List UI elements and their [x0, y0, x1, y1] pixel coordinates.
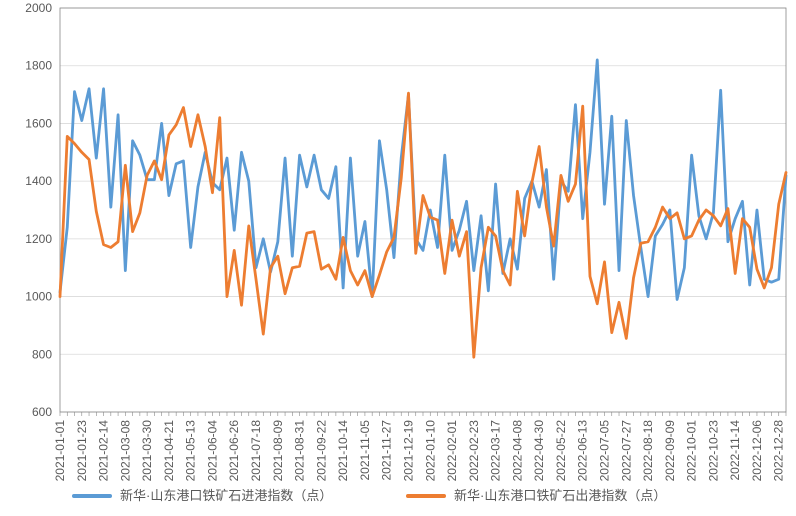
x-tick-label: 2021-10-14: [336, 420, 350, 482]
x-tick-label: 2022-10-01: [685, 420, 699, 482]
legend-swatch-inbound: [72, 494, 112, 498]
plot-border: [60, 8, 786, 412]
x-tick-label: 2021-07-18: [249, 420, 263, 482]
x-tick-label: 2021-05-13: [184, 420, 198, 482]
x-tick-label: 2021-08-31: [293, 420, 307, 482]
y-tick-label: 1600: [25, 116, 52, 130]
x-tick-label: 2021-08-09: [271, 420, 285, 482]
x-tick-label: 2021-01-23: [75, 420, 89, 482]
legend-label-outbound: 新华·山东港口铁矿石出港指数（点）: [454, 488, 666, 503]
x-tick-label: 2021-06-26: [227, 420, 241, 482]
x-tick-label: 2021-11-05: [358, 420, 372, 481]
x-tick-label: 2021-11-27: [380, 420, 394, 481]
legend-label-inbound: 新华·山东港口铁矿石进港指数（点）: [120, 488, 332, 503]
x-tick-label: 2022-01-10: [423, 420, 437, 482]
x-tick-label: 2021-03-08: [118, 420, 132, 482]
x-tick-label: 2022-08-18: [641, 420, 655, 482]
x-tick-label: 2022-05-22: [554, 420, 568, 482]
x-tick-label: 2022-04-30: [532, 420, 546, 482]
x-tick-label: 2022-07-27: [619, 420, 633, 482]
x-tick-label: 2021-06-04: [205, 420, 219, 482]
x-tick-label: 2021-09-22: [314, 420, 328, 482]
x-tick-label: 2022-07-05: [598, 420, 612, 482]
series-line-outbound: [60, 93, 786, 357]
y-tick-label: 1400: [25, 174, 52, 188]
chart-svg: 600 800 1000 1200 1400 1600 1800 2000 2021-01-01…: [0, 0, 796, 516]
y-tick-label: 800: [32, 347, 52, 361]
y-tick-label: 1200: [25, 232, 52, 246]
x-tick-label: 2021-03-30: [140, 420, 154, 482]
x-tick-label: 2022-12-28: [772, 420, 786, 482]
x-tick-label: 2021-01-01: [53, 420, 67, 482]
series-line-inbound: [60, 60, 786, 300]
x-tick-label: 2022-06-13: [576, 420, 590, 482]
y-tick-label: 2000: [25, 1, 52, 15]
y-tick-label: 1000: [25, 290, 52, 304]
x-tick-label: 2022-10-23: [706, 420, 720, 482]
x-tick-label: 2022-12-06: [750, 420, 764, 482]
y-tick-label: 1800: [25, 59, 52, 73]
x-tick-label: 2022-02-01: [445, 420, 459, 482]
x-tick-label: 2022-09-09: [663, 420, 677, 482]
x-tick-label: 2022-02-23: [467, 420, 481, 482]
y-tick-label: 600: [32, 405, 52, 419]
legend-swatch-outbound: [406, 494, 446, 498]
x-tick-label: 2022-11-14: [728, 420, 742, 481]
x-tick-label: 2021-12-19: [401, 420, 415, 482]
x-tick-label: 2021-04-21: [162, 420, 176, 482]
x-tick-label: 2022-04-08: [510, 420, 524, 482]
iron-ore-index-chart: 600 800 1000 1200 1400 1600 1800 2000 2021-01-01…: [0, 0, 796, 516]
x-tick-label: 2021-02-14: [97, 420, 111, 482]
x-tick-label: 2022-03-17: [489, 420, 503, 482]
